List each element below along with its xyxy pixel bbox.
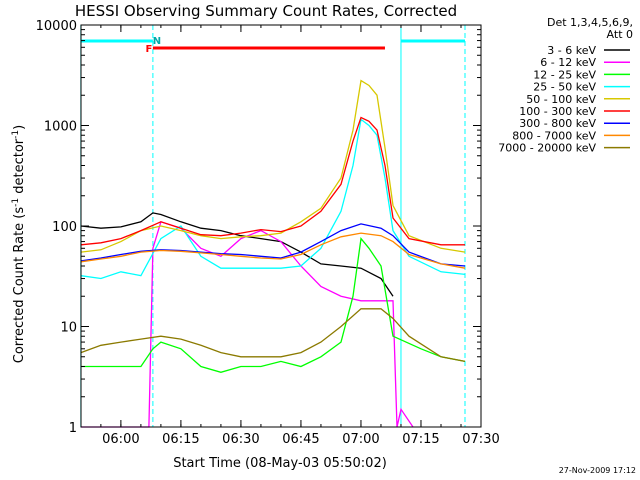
- series-line-1: [80, 212, 394, 297]
- x-tick-label: 06:30: [222, 432, 259, 447]
- y-tick-label: 1000: [44, 120, 77, 135]
- y-axis-title-sup1: -1: [11, 198, 21, 207]
- legend-header: Det 1,3,4,5,6,9, Att 0: [547, 16, 633, 41]
- legend-label-7: 300 - 800 keV: [519, 117, 596, 130]
- y-axis-title-mid: detector: [12, 138, 27, 198]
- x-tick-label: 07:00: [342, 432, 379, 447]
- axes: 06:00 06:15 06:30 06:45 07:00 07:15 07:30 1 10 10…: [36, 19, 500, 447]
- series-line-3: [80, 237, 466, 373]
- series-line-2: [80, 220, 414, 428]
- y-tick-label: 10000: [36, 19, 77, 34]
- legend-label-2: 6 - 12 keV: [540, 56, 596, 69]
- legend-label-3: 12 - 25 keV: [533, 68, 596, 81]
- y-tick-label: 10: [60, 321, 77, 336]
- legend-label-4: 25 - 50 keV: [533, 81, 596, 94]
- y-axis-title-end: ): [12, 125, 27, 130]
- series-line-5: [80, 79, 466, 253]
- y-tick-label: 1: [69, 421, 77, 436]
- x-tick-label: 06:45: [282, 432, 319, 447]
- legend-label-8: 800 - 7000 keV: [512, 129, 596, 142]
- x-axis-title: Start Time (08-May-03 05:50:02): [173, 456, 387, 471]
- legend-label-6: 100 - 300 keV: [519, 105, 596, 118]
- legend-label-5: 50 - 100 keV: [526, 93, 596, 106]
- series-line-4: [80, 118, 466, 280]
- x-tick-label: 06:00: [102, 432, 139, 447]
- series-line-7: [80, 223, 466, 267]
- footer-date: 27-Nov-2009 17:12: [559, 466, 636, 475]
- legend-header-line-2: Att 0: [607, 28, 633, 41]
- x-tick-label: 06:15: [162, 432, 199, 447]
- series-line-6: [80, 116, 465, 246]
- plot-area: FN: [80, 25, 466, 428]
- series-line-8: [80, 232, 466, 269]
- x-tick-label: 07:15: [402, 432, 439, 447]
- y-axis-title-main: Corrected Count Rate (s: [12, 207, 27, 364]
- series-line-9: [80, 308, 466, 363]
- x-tick-label: 07:30: [462, 432, 499, 447]
- flag-marker-n: N: [153, 36, 161, 47]
- legend-header-line-1: Det 1,3,4,5,6,9,: [547, 16, 633, 29]
- legend-label-1: 3 - 6 keV: [547, 44, 596, 57]
- y-axis-title-sup2: -1: [11, 130, 21, 139]
- flag-marker-f: F: [145, 44, 152, 55]
- y-axis-title: Corrected Count Rate (s-1 detector-1): [11, 125, 27, 363]
- chart-title: HESSI Observing Summary Count Rates, Cor…: [75, 2, 457, 20]
- y-tick-label: 100: [52, 220, 77, 235]
- legend-label-9: 7000 - 20000 keV: [498, 142, 596, 155]
